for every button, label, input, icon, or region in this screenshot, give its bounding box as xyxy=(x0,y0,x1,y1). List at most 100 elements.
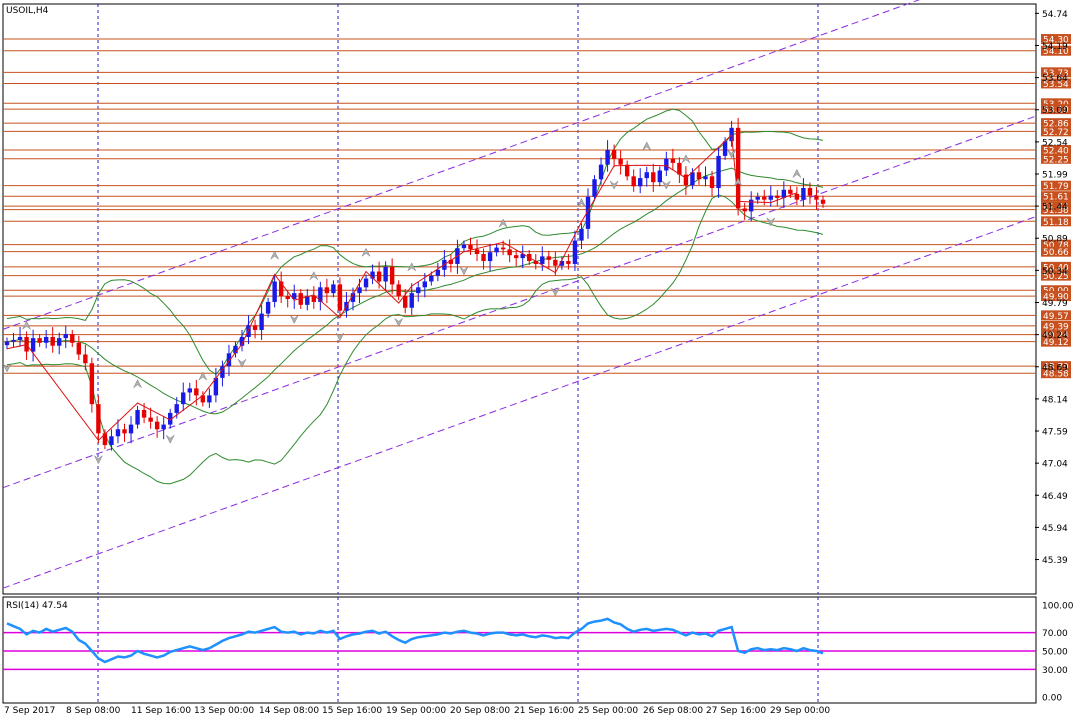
candle-body xyxy=(572,240,578,264)
level-label: 49.90 xyxy=(1043,293,1069,303)
level-label-bg xyxy=(1041,98,1071,109)
candle-body xyxy=(43,336,49,343)
candle xyxy=(801,178,806,207)
candle xyxy=(83,344,88,371)
candle xyxy=(794,186,800,206)
candle xyxy=(644,166,649,187)
level-label-bg xyxy=(1041,145,1071,156)
fractal-down-marker xyxy=(335,332,345,342)
level-label-bg xyxy=(1041,246,1071,257)
candle-body xyxy=(487,252,493,262)
level-label: 52.86 xyxy=(1043,120,1069,130)
candle-body xyxy=(298,293,303,305)
price-tick-label: 50.34 xyxy=(1042,267,1068,277)
candle-body xyxy=(383,266,388,282)
candle xyxy=(135,405,140,429)
candle-body xyxy=(559,261,565,266)
candle-body xyxy=(272,281,277,302)
fractal-up-marker xyxy=(681,154,691,164)
candle-body xyxy=(814,195,819,200)
candle-body xyxy=(605,150,610,165)
candle xyxy=(814,187,819,210)
candle xyxy=(57,332,62,355)
candle xyxy=(259,305,264,340)
candle-body xyxy=(553,259,558,266)
candle xyxy=(716,147,721,198)
fractal-down-marker xyxy=(609,180,619,190)
candle-body xyxy=(709,176,715,189)
candle xyxy=(683,166,689,196)
candle xyxy=(194,379,199,406)
candle-body xyxy=(631,176,636,187)
candle-body xyxy=(703,176,708,180)
candle xyxy=(370,264,375,285)
time-tick-label: 13 Sep 00:00 xyxy=(194,706,254,716)
candle-body xyxy=(533,261,538,264)
candle xyxy=(305,289,310,311)
candle-body xyxy=(566,261,571,264)
level-label-bg xyxy=(1041,126,1071,137)
candle-body xyxy=(638,178,643,187)
candle xyxy=(17,327,23,347)
fractal-up-marker xyxy=(577,198,586,207)
candle xyxy=(566,254,571,270)
candle-body xyxy=(507,249,512,256)
level-label-bg xyxy=(1041,204,1071,215)
candle-body xyxy=(350,293,356,302)
candle-body xyxy=(207,395,212,403)
candle-body xyxy=(396,284,401,297)
level-label: 49.39 xyxy=(1043,322,1069,332)
fractal-up-marker xyxy=(198,371,208,381)
candle-body xyxy=(592,179,597,197)
fractal-up-marker xyxy=(498,218,508,228)
candle xyxy=(350,287,356,311)
time-tick-label: 14 Sep 08:00 xyxy=(259,706,319,716)
candle-body xyxy=(252,325,258,330)
candle-body xyxy=(742,208,747,212)
candle-body xyxy=(422,281,427,288)
candle-body xyxy=(494,247,499,253)
candle xyxy=(181,382,186,412)
candle-body xyxy=(376,271,382,282)
time-tick-label: 27 Sep 16:00 xyxy=(706,706,766,716)
candle-body xyxy=(194,388,199,396)
candle xyxy=(775,190,780,207)
candle xyxy=(807,182,813,205)
candle xyxy=(788,185,793,198)
chart-title: USOIL,H4 xyxy=(6,6,49,16)
candle-body xyxy=(748,199,754,212)
candle xyxy=(318,281,323,311)
candle xyxy=(618,150,623,175)
candle xyxy=(416,281,421,302)
candle xyxy=(468,237,473,255)
candle-body xyxy=(161,424,166,430)
price-tick-label: 52.54 xyxy=(1042,138,1068,148)
candle xyxy=(598,157,604,185)
candle-body xyxy=(716,155,721,189)
candle xyxy=(161,416,166,440)
fractal-down-marker xyxy=(290,315,299,325)
candle-body xyxy=(755,196,760,200)
candle-body xyxy=(324,287,330,294)
fractal-up-marker xyxy=(133,379,142,388)
candle xyxy=(363,274,369,292)
candle xyxy=(553,251,558,276)
candle-body xyxy=(187,388,192,393)
level-label: 49.12 xyxy=(1043,338,1069,348)
candle-body xyxy=(768,195,773,200)
candle xyxy=(474,239,480,262)
fractal-up-marker xyxy=(22,320,31,330)
candle xyxy=(30,329,36,362)
candle-body xyxy=(416,287,421,294)
level-label: 48.70 xyxy=(1043,363,1069,373)
rsi-line xyxy=(6,617,824,664)
candle-body xyxy=(807,188,813,196)
level-label: 49.24 xyxy=(1043,331,1069,341)
time-tick-label: 21 Sep 16:00 xyxy=(514,706,574,716)
candle xyxy=(207,388,212,408)
candle-body xyxy=(794,193,800,200)
fractal-down-marker xyxy=(727,149,736,159)
candle-body xyxy=(57,338,62,346)
fractal-down-marker xyxy=(766,217,775,227)
